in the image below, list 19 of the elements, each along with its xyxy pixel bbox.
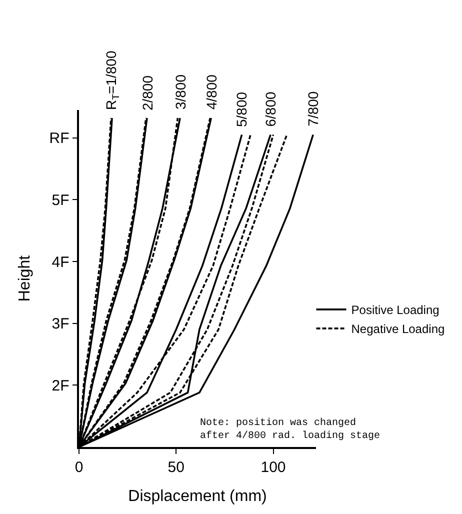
annotation: 3/800: [172, 74, 188, 110]
y-tick-label: RF: [49, 130, 70, 148]
annotation: 6/800: [262, 92, 278, 127]
y-tick-label: 2F: [52, 377, 70, 394]
x-tick-label: 100: [260, 458, 286, 476]
y-axis-title: Height: [16, 254, 34, 302]
x-axis-title: Displacement (mm): [128, 488, 267, 505]
annotation: Note: position was changed after 4/800 rad. loading stage: [200, 417, 380, 442]
annotation: 5/800: [234, 92, 250, 128]
annotation: 4/800: [204, 74, 220, 110]
annotation: 7/800: [304, 91, 321, 126]
annotation: 2/800: [139, 75, 156, 111]
y-tick-label: 5F: [52, 192, 70, 209]
y-tick-label: 3F: [52, 316, 70, 333]
x-tick-label: 0: [74, 458, 84, 476]
x-tick-label: 50: [168, 458, 184, 476]
legend-label: Negative Loading: [351, 322, 445, 336]
y-tick-label: 4F: [52, 254, 70, 271]
legend-label: Positive Loading: [351, 303, 440, 318]
